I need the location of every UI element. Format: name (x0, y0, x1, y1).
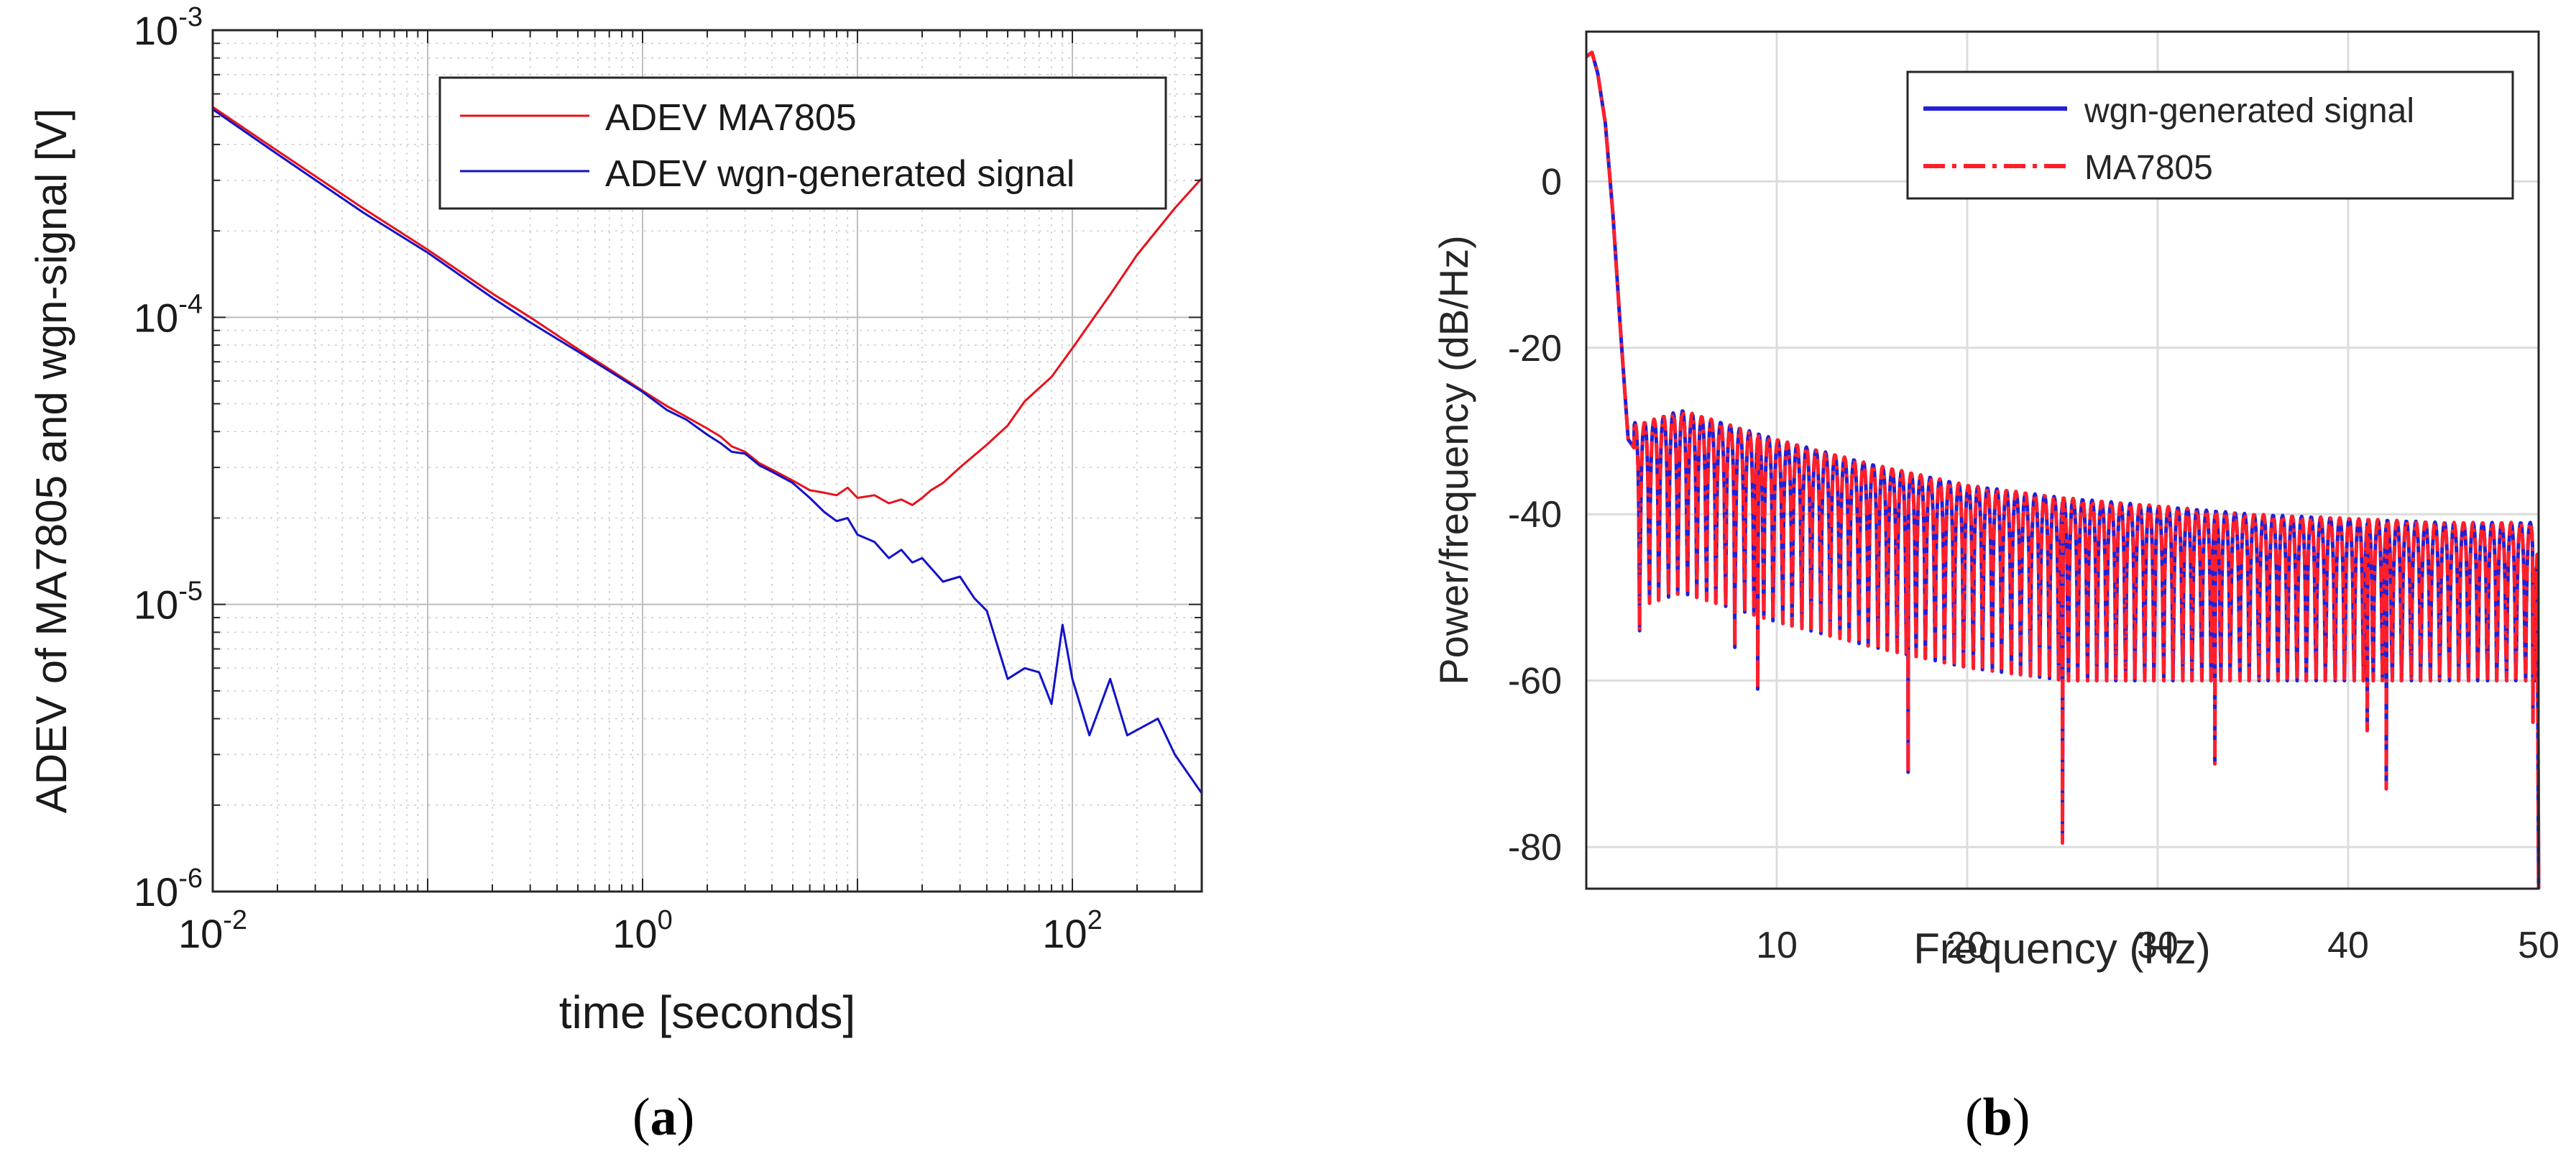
panel-a-ticks (212, 29, 1202, 892)
x-tick-label-1e0: 100 (612, 905, 672, 956)
panel-b-tick-labels: 10 20 30 40 50 0 -20 -40 -60 -80 (1508, 161, 2559, 966)
panel-a-caption: (a) (632, 1088, 695, 1147)
y-tick-label-20: -20 (1508, 328, 1562, 370)
x-tick-label-50: 50 (2518, 925, 2559, 966)
y-tick-label-1e-5: 10-5 (134, 577, 203, 628)
series-line-adev-wgn-generated-signal (212, 108, 1203, 794)
y-tick-label-80: -80 (1508, 827, 1562, 869)
panel-a-chart: 10-2 100 102 10-6 10-5 10-4 10-3 time [seconds… (27, 2, 1203, 1038)
panel-b-legend-label-wgn: wgn-generated signal (2084, 92, 2414, 130)
panel-b-axes-box (1585, 30, 2540, 890)
panel-a-caption-letter: a (650, 1088, 677, 1147)
series-line-ma7805 (1585, 50, 2541, 889)
panel-a-xlabel: time [seconds] (559, 986, 856, 1038)
panel-b-ylabel: Power/frequency (dB/Hz) (1431, 235, 1476, 685)
panel-b-chart: 10 20 30 40 50 0 -20 -40 -60 -80 Frequency (Hz) P… (1431, 30, 2559, 973)
panel-a-tick-labels: 10-2 100 102 10-6 10-5 10-4 10-3 (134, 2, 1103, 956)
panel-a-lines (212, 106, 1203, 794)
panel-b-legend-label-ma7805: MA7805 (2084, 149, 2213, 187)
panel-a-legend-label-ma7805: ADEV MA7805 (605, 97, 857, 139)
panel-b-lines (1585, 50, 2541, 889)
y-tick-label-1e-3: 10-3 (134, 2, 203, 53)
panel-b-xlabel: Frequency (Hz) (1913, 925, 2210, 973)
x-tick-label-10: 10 (1756, 925, 1798, 966)
y-tick-label-1e-4: 10-4 (134, 289, 203, 340)
panel-b-legend: wgn-generated signal MA7805 (1906, 70, 2514, 200)
panel-b-caption: (b) (1965, 1088, 2030, 1147)
panel-a-ylabel: ADEV of MA7805 and wgn-signal [V] (27, 109, 75, 814)
x-tick-label-1e-2: 10-2 (178, 905, 247, 956)
y-tick-label-1e-6: 10-6 (134, 863, 203, 915)
y-tick-label-40: -40 (1508, 494, 1562, 536)
panel-b-legend-box (1906, 70, 2514, 200)
x-tick-label-40: 40 (2327, 925, 2369, 966)
y-tick-label-0: 0 (1541, 161, 1562, 203)
y-tick-label-60: -60 (1508, 661, 1562, 702)
x-tick-label-20: 20 (1946, 925, 1988, 966)
panel-a-legend-box (438, 76, 1167, 210)
x-tick-label-30: 30 (2137, 925, 2179, 966)
panel-a-legend: ADEV MA7805 ADEV wgn-generated signal (438, 76, 1167, 210)
series-line-adev-ma7805 (212, 106, 1203, 506)
panel-a-legend-label-wgn: ADEV wgn-generated signal (605, 153, 1075, 195)
panel-b-caption-letter: b (1982, 1088, 2012, 1147)
x-tick-label-1e2: 102 (1042, 905, 1102, 956)
